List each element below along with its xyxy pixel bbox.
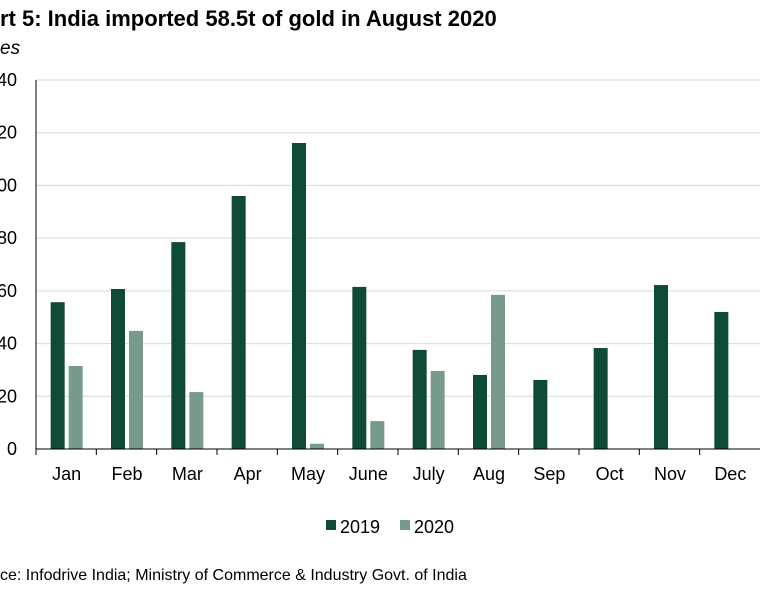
bar-2020-jan — [68, 365, 83, 449]
y-tick-label: 80 — [0, 228, 17, 248]
bar-2019-aug — [473, 374, 487, 449]
bar-2019-may — [292, 142, 306, 449]
legend-swatch-2020 — [400, 520, 410, 530]
chart-title: rt 5: India imported 58.5t of gold in Au… — [0, 6, 497, 31]
legend-label-2020: 2020 — [414, 517, 454, 537]
legend-swatch-2019 — [326, 520, 336, 530]
y-tick-label: 100 — [0, 175, 17, 195]
bar-2019-dec — [714, 311, 729, 449]
y-tick-label: 20 — [0, 386, 17, 406]
bar-2019-feb — [111, 289, 125, 449]
x-tick-label: Aug — [473, 464, 505, 484]
y-tick-label: 40 — [0, 334, 17, 354]
y-tick-label: 0 — [7, 439, 17, 459]
source-note: ce: Infodrive India; Ministry of Commerc… — [0, 567, 467, 584]
bar-2019-sep — [533, 379, 548, 449]
bar-2019-oct — [593, 348, 608, 449]
bar-2019-mar — [171, 242, 186, 449]
bar-2019-jan — [50, 302, 65, 449]
bar-2020-july — [430, 370, 445, 449]
x-tick-label: June — [349, 464, 388, 484]
bar-2020-mar — [189, 392, 204, 449]
bar-2020-feb — [129, 330, 143, 449]
bar-2019-july — [412, 349, 427, 449]
y-axis-unit-label: es — [0, 38, 21, 59]
legend-label-2019: 2019 — [340, 517, 380, 537]
x-tick-label: Jan — [52, 464, 81, 484]
x-tick-label: Feb — [111, 464, 142, 484]
x-tick-label: Sep — [533, 464, 565, 484]
x-tick-label: May — [291, 464, 325, 484]
bar-2020-may — [310, 443, 324, 449]
bar-2020-june — [370, 421, 385, 449]
y-tick-label: 60 — [0, 281, 17, 301]
x-tick-label: Nov — [654, 464, 686, 484]
y-tick-label: 120 — [0, 123, 17, 143]
x-tick-label: Oct — [596, 464, 624, 484]
x-tick-label: Mar — [172, 464, 203, 484]
x-tick-label: July — [413, 464, 445, 484]
y-tick-label: 140 — [0, 70, 17, 90]
bar-2020-aug — [491, 294, 505, 449]
x-tick-label: Dec — [714, 464, 746, 484]
bar-2019-june — [352, 286, 367, 449]
x-tick-label: Apr — [234, 464, 262, 484]
bar-2019-apr — [231, 195, 246, 449]
bar-2019-nov — [654, 285, 668, 449]
